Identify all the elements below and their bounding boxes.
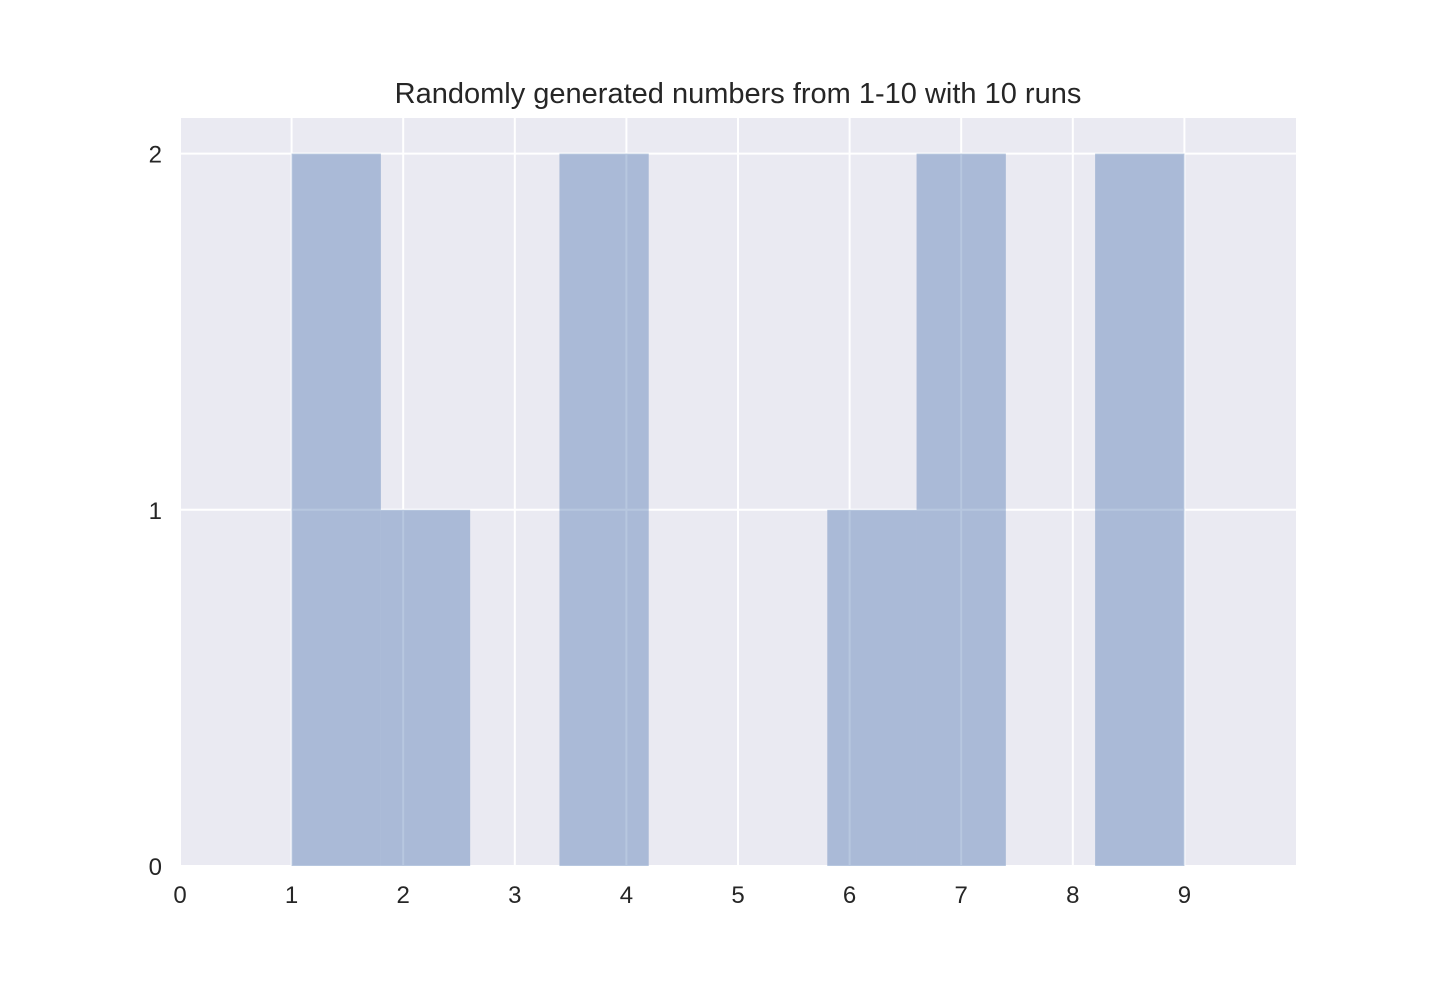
x-tick-label: 5 (731, 882, 744, 909)
x-tick-label: 3 (508, 882, 521, 909)
x-tick-label: 8 (1066, 882, 1079, 909)
x-tick-label: 4 (620, 882, 633, 909)
y-axis-ticks: 0 1 2 (149, 142, 162, 881)
histogram-bar (1095, 153, 1185, 867)
histogram-bar (291, 153, 381, 867)
x-axis-ticks: 0 1 2 3 4 5 6 7 8 9 (173, 882, 1191, 909)
x-tick-label: 7 (955, 882, 968, 909)
histogram-bar (559, 153, 649, 867)
histogram-bar (827, 509, 917, 866)
histogram-bars (291, 153, 1185, 867)
chart-title: Randomly generated numbers from 1-10 wit… (395, 78, 1082, 110)
x-tick-label: 2 (397, 882, 410, 909)
y-tick-label: 0 (149, 854, 162, 881)
x-tick-label: 9 (1178, 882, 1191, 909)
x-tick-label: 1 (285, 882, 298, 909)
x-tick-label: 6 (843, 882, 856, 909)
grid-lines (179, 118, 1296, 867)
x-tick-label: 0 (173, 882, 186, 909)
y-tick-label: 1 (149, 498, 162, 525)
y-tick-label: 2 (149, 142, 162, 169)
histogram-bar (916, 153, 1006, 867)
histogram-bar (380, 509, 471, 866)
